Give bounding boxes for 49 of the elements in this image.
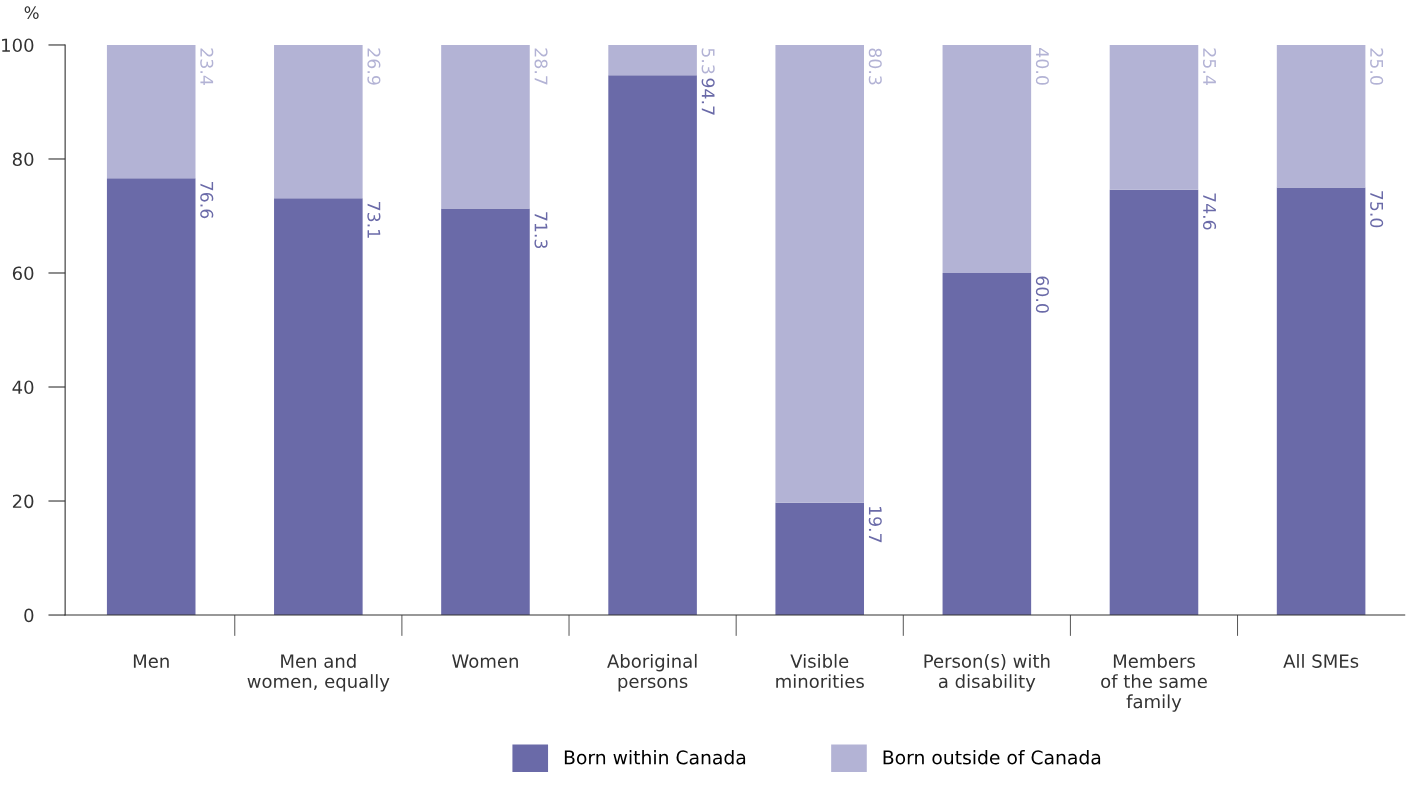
data-label: 75.0 [1370, 191, 1384, 228]
bar [775, 44, 865, 503]
data-label: 5.3 [701, 48, 715, 74]
data-label: 25.0 [1370, 48, 1384, 85]
data-label: 25.4 [1202, 48, 1217, 85]
bar [608, 44, 697, 76]
bar [608, 75, 697, 616]
x-tick-label: Women [452, 654, 518, 668]
data-label: 94.7 [701, 78, 715, 115]
y-tick-label: 80 [12, 152, 34, 167]
bar [274, 44, 363, 199]
data-label: 74.6 [1202, 193, 1217, 230]
y-axis-title: % [24, 6, 39, 19]
y-tick-label: 60 [12, 266, 34, 281]
bar [942, 44, 1032, 273]
bar [1109, 44, 1199, 190]
bar [441, 44, 530, 209]
x-tick-label: Men [133, 654, 169, 668]
data-label: 26.9 [367, 48, 381, 85]
bar [274, 198, 363, 616]
bar [775, 502, 865, 616]
data-label: 71.3 [534, 212, 548, 249]
bar [1276, 44, 1366, 188]
x-tick-label: All SMEs [1283, 653, 1359, 668]
y-tick-label: 20 [12, 494, 34, 509]
data-label: 80.3 [868, 48, 882, 85]
y-tick-label: 100 [2, 38, 34, 53]
data-label: 73.1 [367, 202, 381, 238]
x-tick-label: Person(s) with a disability [924, 653, 1050, 692]
data-label: 76.6 [200, 182, 214, 219]
bar [441, 208, 530, 616]
bar [1276, 187, 1366, 616]
x-tick-label: Aboriginal persons [607, 653, 697, 692]
legend-label: Born outside of Canada [883, 750, 1101, 765]
data-label: 19.7 [868, 506, 882, 543]
x-tick-label: Members of the same family [1101, 653, 1207, 712]
bar [942, 272, 1032, 616]
legend-label: Born within Canada [564, 750, 746, 765]
data-label: 28.7 [534, 48, 548, 85]
data-label: 23.4 [200, 48, 214, 85]
bar [106, 44, 196, 179]
bar [1109, 189, 1199, 616]
y-tick-label: 0 [24, 608, 34, 623]
x-tick-label: Visible minorities [776, 653, 864, 689]
y-tick-label: 40 [12, 380, 34, 395]
data-label: 60.0 [1035, 276, 1049, 313]
data-label: 40.0 [1035, 48, 1049, 85]
bar [106, 178, 196, 616]
x-tick-label: Men and women, equally [247, 653, 390, 692]
